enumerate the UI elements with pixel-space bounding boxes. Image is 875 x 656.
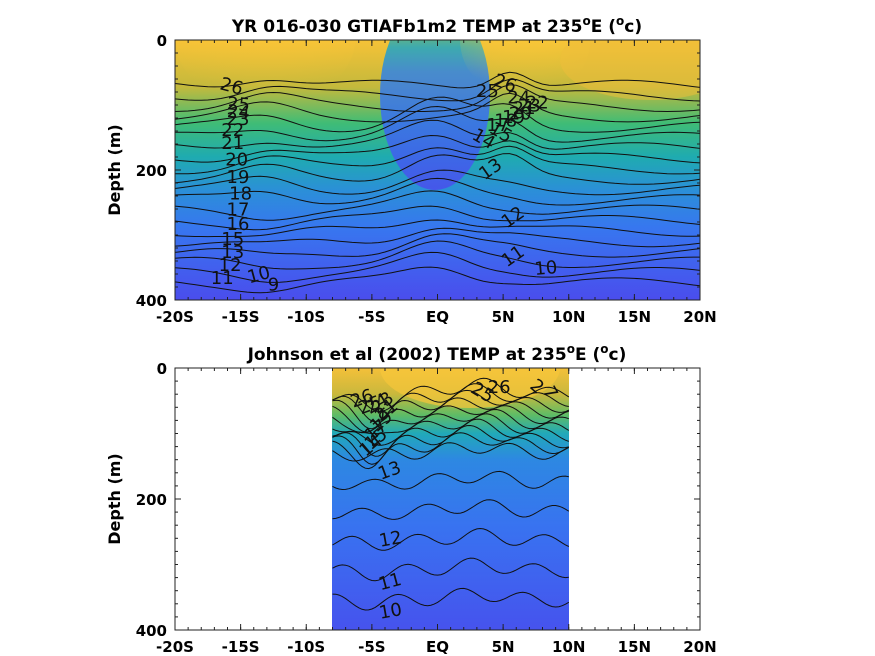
- isotherm-line: [175, 251, 700, 283]
- x-tick-label: EQ: [426, 308, 449, 326]
- contour-label: 12: [219, 255, 242, 276]
- x-tick-label: -15S: [222, 308, 260, 326]
- contour-label: 18: [229, 183, 252, 204]
- panel-2: Johnson et al (2002) TEMP at 235oE (oc) …: [105, 342, 717, 656]
- isotherm-line: [332, 470, 569, 491]
- x-tick-label: -5S: [358, 638, 385, 656]
- isotherm-line: [175, 227, 700, 248]
- contour-label: 23: [227, 109, 250, 130]
- contour-label: 24: [507, 88, 530, 109]
- isotherm-line: [175, 71, 700, 89]
- isotherm-line: [332, 408, 569, 434]
- panel-2-contours: [332, 377, 569, 611]
- contour-label: 9: [268, 274, 279, 295]
- isotherm-line: [175, 84, 700, 113]
- panel-2-ylabel: Depth (m): [105, 453, 124, 545]
- contour-label: 10: [378, 599, 404, 624]
- contour-label: 23: [518, 96, 541, 117]
- contour-label: 26: [488, 377, 511, 398]
- panel-2-title: Johnson et al (2002) TEMP at 235oE (oc): [247, 342, 627, 365]
- x-tick-label: -5S: [358, 308, 385, 326]
- contour-label: 25: [226, 93, 251, 116]
- contour-label: 21: [221, 133, 244, 154]
- isotherm-line: [332, 405, 569, 434]
- isotherm-line: [175, 219, 700, 238]
- isotherm-line: [332, 587, 569, 611]
- contour-label: 13: [221, 242, 244, 263]
- y-tick-label: 400: [136, 292, 167, 310]
- x-tick-label: EQ: [426, 638, 449, 656]
- isotherm-line: [175, 177, 700, 206]
- x-tick-label: 15N: [618, 638, 651, 656]
- isotherm-line: [332, 432, 569, 470]
- x-tick-label: 10N: [552, 308, 585, 326]
- isotherm-line: [332, 442, 569, 462]
- panel-1-title: YR 016-030 GTIAFb1m2 TEMP at 235oE (oc): [231, 14, 642, 37]
- y-tick-label: 0: [157, 360, 167, 378]
- isotherm-line: [175, 233, 700, 258]
- isotherm-line: [332, 557, 569, 582]
- isotherm-line: [175, 240, 700, 270]
- panel-2-axes: -20S -15S -10S -5S EQ 5N 10N 15N 20N 0 200 400: [136, 360, 717, 656]
- x-tick-label: 20N: [683, 638, 716, 656]
- contour-label: 17: [227, 200, 250, 221]
- contour-label: 20: [509, 103, 532, 124]
- x-tick-label: 20N: [683, 308, 716, 326]
- isotherm-line: [175, 145, 700, 175]
- x-tick-label: -10S: [287, 308, 325, 326]
- isotherm-line: [175, 92, 700, 123]
- panel-1-ylabel: Depth (m): [105, 124, 124, 216]
- contour-label: 12: [378, 527, 404, 552]
- contour-label: 24: [226, 101, 251, 124]
- contour-label: 18: [494, 110, 517, 131]
- x-tick-label: 15N: [618, 308, 651, 326]
- isotherm-line: [175, 205, 700, 231]
- contour-label: 17: [486, 115, 509, 136]
- contour-label: 22: [221, 120, 244, 141]
- x-tick-label: 10N: [552, 638, 585, 656]
- isotherm-line: [332, 527, 569, 551]
- x-tick-label: -20S: [156, 638, 194, 656]
- contour-label: 15: [221, 229, 244, 250]
- y-tick-label: 200: [136, 162, 167, 180]
- isotherm-line: [175, 119, 700, 150]
- isotherm-line: [175, 153, 700, 185]
- isotherm-line: [332, 499, 569, 520]
- contour-label: 19: [227, 167, 250, 188]
- x-tick-label: 5N: [492, 638, 515, 656]
- x-tick-label: -15S: [222, 638, 260, 656]
- y-tick-label: 400: [136, 622, 167, 640]
- contour-label: 22: [526, 92, 549, 113]
- isotherm-line: [332, 389, 569, 430]
- contour-label: 20: [225, 149, 248, 170]
- panel-1-axes: -20S -15S -10S -5S EQ 5N 10N 15N 20N 0 200 400: [136, 32, 717, 326]
- isotherm-line: [332, 418, 569, 457]
- x-tick-label: -20S: [156, 308, 194, 326]
- panel-1-contours: [175, 71, 700, 294]
- contour-label: 25: [476, 81, 499, 102]
- isotherm-line: [175, 134, 700, 164]
- isotherm-line: [175, 190, 700, 221]
- y-tick-label: 0: [157, 32, 167, 50]
- contour-label: 19: [502, 107, 525, 128]
- contour-label: 11: [211, 268, 234, 289]
- y-tick-label: 200: [136, 491, 167, 509]
- panel-1: YR 016-030 GTIAFb1m2 TEMP at 235oE (oc) …: [105, 14, 717, 326]
- contour-label: 10: [534, 257, 559, 280]
- isotherm-line: [175, 266, 700, 294]
- contour-label: 21: [513, 98, 536, 119]
- isotherm-line: [175, 96, 700, 133]
- contour-label: 16: [227, 214, 250, 235]
- x-tick-label: -10S: [287, 638, 325, 656]
- isotherm-line: [175, 78, 700, 102]
- isotherm-line: [175, 169, 700, 196]
- x-tick-label: 5N: [492, 308, 515, 326]
- isotherm-line: [175, 105, 700, 143]
